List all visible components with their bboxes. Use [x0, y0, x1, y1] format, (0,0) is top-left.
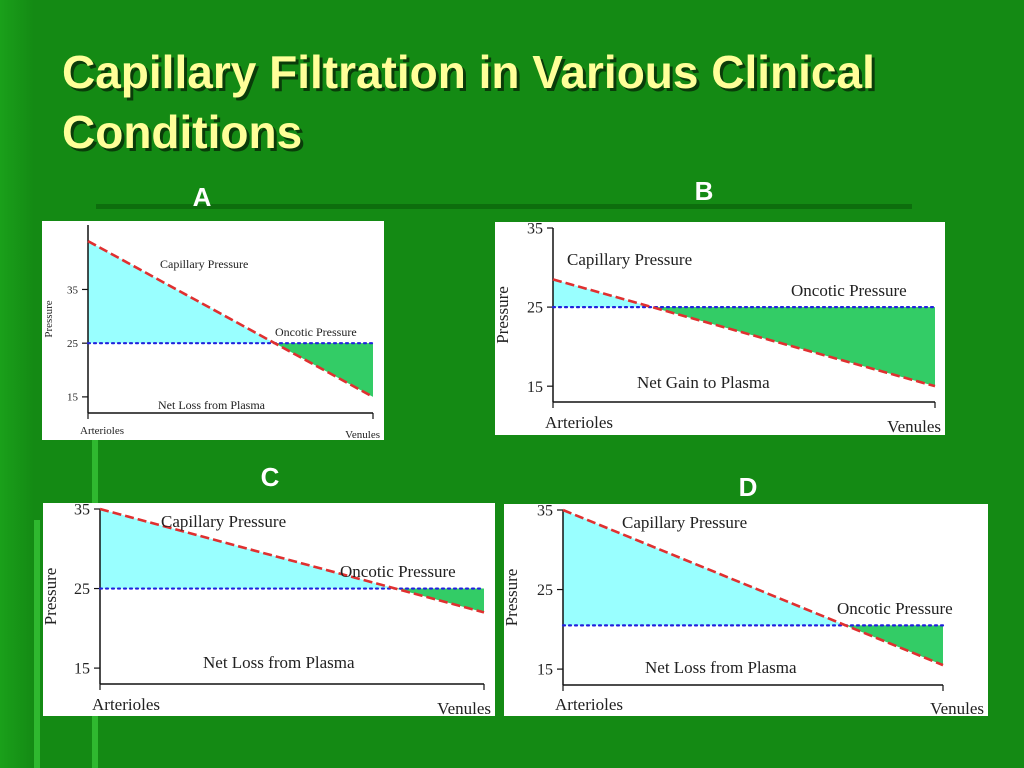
x-tick-label: Venules — [345, 429, 380, 440]
chart-svg-c: 15 25 35 Arterioles Venules Pressure Capillary… — [43, 503, 491, 716]
x-tick-label: Arterioles — [545, 413, 613, 432]
series-line-capillary-pressure — [552, 278, 936, 388]
reabsorption-area — [845, 625, 943, 666]
chart-svg-d: 15 25 35 Arterioles Venules Pressure Capillary… — [504, 504, 984, 716]
oncotic-pressure-label: Oncotic Pressure — [340, 562, 456, 581]
series-line-capillary-pressure — [99, 507, 485, 614]
y-tick-label: 25 — [527, 300, 543, 317]
chart-panel-d: 15 25 35 Arterioles Venules Pressure Capillary… — [504, 504, 988, 716]
chart-panel-a: 15 25 35 Arterioles Venules Pressure Capillary… — [42, 221, 384, 440]
y-tick-label: 35 — [537, 504, 553, 520]
y-tick-label: 15 — [537, 662, 553, 679]
capillary-pressure-label: Capillary Pressure — [161, 512, 286, 531]
x-tick-label: Arterioles — [80, 425, 124, 437]
y-tick-label: 15 — [74, 661, 90, 678]
capillary-pressure-label: Capillary Pressure — [622, 513, 747, 532]
series-line-capillary-pressure — [87, 239, 374, 399]
oncotic-pressure-label: Oncotic Pressure — [837, 599, 953, 618]
chart-svg-a: 15 25 35 Arterioles Venules Pressure Capillary… — [43, 225, 380, 440]
x-tick-label: Venules — [887, 417, 941, 435]
y-tick-label: 15 — [67, 392, 79, 404]
x-tick-label: Arterioles — [92, 695, 160, 714]
y-tick-label: 35 — [74, 503, 90, 519]
capillary-pressure-label: Capillary Pressure — [567, 250, 692, 269]
y-axis-title: Pressure — [43, 300, 55, 337]
oncotic-pressure-label: Oncotic Pressure — [791, 281, 907, 300]
y-tick-label: 15 — [527, 379, 543, 396]
chart-panel-b: 15 25 35 Arterioles Venules Pressure Capillary… — [495, 222, 945, 435]
filtration-area — [553, 279, 653, 308]
background-stripe — [34, 520, 40, 768]
net-flow-label: Net Loss from Plasma — [203, 653, 355, 672]
slide-title: Capillary Filtration in Various Clinical… — [62, 46, 875, 158]
y-tick-label: 35 — [527, 222, 543, 238]
y-tick-label: 25 — [74, 581, 90, 598]
x-tick-label: Venules — [930, 699, 984, 716]
oncotic-pressure-label: Oncotic Pressure — [275, 325, 357, 339]
panel-label-c: C — [260, 462, 280, 492]
series-line-capillary-pressure — [562, 508, 944, 667]
y-tick-label: 35 — [67, 284, 79, 296]
panel-label-b: B — [694, 176, 714, 206]
background-stripe — [96, 204, 912, 209]
background-gradient — [0, 0, 34, 768]
net-flow-label: Net Gain to Plasma — [637, 373, 770, 392]
y-tick-label: 25 — [537, 582, 553, 599]
y-axis-title: Pressure — [504, 569, 521, 627]
y-axis-title: Pressure — [43, 568, 60, 626]
chart-svg-b: 15 25 35 Arterioles Venules Pressure Capillary… — [495, 222, 941, 435]
x-tick-label: Arterioles — [555, 695, 623, 714]
y-tick-label: 25 — [67, 338, 79, 350]
chart-panel-c: 15 25 35 Arterioles Venules Pressure Capillary… — [43, 503, 495, 716]
net-flow-label: Net Loss from Plasma — [158, 398, 266, 412]
capillary-pressure-label: Capillary Pressure — [160, 257, 248, 271]
y-axis-title: Pressure — [495, 286, 512, 344]
net-flow-label: Net Loss from Plasma — [645, 658, 797, 677]
panel-label-d: D — [738, 472, 758, 502]
x-tick-label: Venules — [437, 699, 491, 716]
panel-label-a: A — [192, 182, 212, 212]
